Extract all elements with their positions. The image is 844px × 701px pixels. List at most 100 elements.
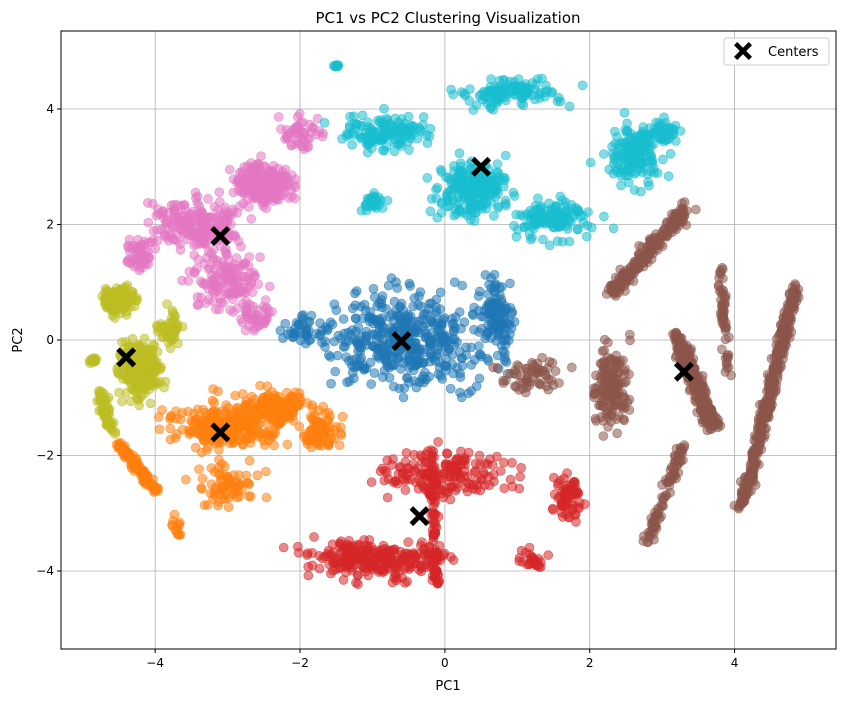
data-point	[407, 322, 418, 333]
data-point	[320, 336, 330, 347]
data-point	[649, 168, 660, 178]
data-point	[462, 486, 473, 497]
data-point	[357, 110, 368, 121]
data-point	[389, 146, 400, 157]
data-point	[722, 352, 733, 363]
data-point	[261, 492, 272, 503]
data-point	[748, 477, 759, 487]
data-point	[244, 455, 255, 466]
data-point	[232, 208, 242, 218]
data-point	[771, 366, 782, 376]
data-point	[611, 281, 621, 292]
data-point	[389, 548, 399, 559]
data-point	[98, 404, 108, 415]
data-point	[233, 418, 243, 429]
data-point	[315, 318, 325, 328]
data-point	[459, 456, 469, 467]
data-point	[244, 282, 254, 292]
data-point	[485, 81, 496, 92]
data-point	[214, 437, 224, 448]
data-point	[114, 368, 125, 379]
data-point	[426, 445, 437, 455]
data-point	[302, 550, 313, 560]
data-point	[625, 134, 636, 144]
data-point	[391, 310, 402, 321]
data-point	[197, 473, 208, 484]
data-point	[334, 440, 345, 451]
data-point	[245, 491, 256, 502]
data-point	[204, 264, 214, 275]
data-point	[219, 470, 229, 480]
data-point	[175, 414, 186, 425]
data-point	[196, 483, 206, 493]
data-point	[415, 287, 426, 297]
data-point	[168, 315, 179, 325]
data-point	[554, 378, 564, 388]
data-point	[200, 278, 210, 289]
data-point	[425, 336, 436, 346]
data-point	[363, 570, 373, 581]
data-point	[229, 488, 239, 499]
data-point	[665, 149, 676, 159]
data-point	[246, 433, 256, 444]
data-point	[658, 226, 668, 236]
data-point	[445, 462, 456, 473]
data-point	[492, 362, 503, 373]
data-point	[145, 398, 156, 409]
data-point	[99, 388, 109, 399]
data-point	[230, 390, 240, 401]
data-point	[464, 96, 475, 106]
data-point	[344, 376, 355, 387]
data-point	[227, 284, 237, 294]
data-point	[218, 261, 228, 271]
data-point	[505, 278, 515, 289]
data-point	[532, 74, 543, 84]
data-point	[189, 408, 199, 419]
data-point	[400, 485, 411, 495]
data-point	[319, 118, 330, 128]
data-point	[559, 473, 569, 484]
data-point	[644, 250, 655, 261]
data-point	[486, 197, 496, 207]
data-point	[247, 314, 258, 325]
data-point	[621, 376, 631, 387]
data-point	[223, 502, 234, 513]
data-point	[488, 104, 499, 115]
data-point	[381, 562, 392, 573]
data-point	[361, 363, 372, 374]
data-point	[374, 324, 385, 335]
data-point	[463, 198, 474, 209]
data-point	[347, 325, 358, 335]
data-point	[657, 479, 667, 490]
data-point	[318, 128, 328, 139]
data-point	[418, 112, 429, 122]
data-point	[446, 178, 456, 188]
data-point	[402, 373, 413, 383]
data-point	[697, 399, 708, 409]
data-point	[553, 92, 564, 103]
data-point	[405, 281, 415, 291]
data-point	[448, 89, 458, 100]
data-point	[131, 387, 142, 398]
data-point	[430, 527, 441, 538]
data-point	[514, 556, 525, 566]
data-point	[619, 107, 630, 118]
data-point	[417, 374, 428, 385]
data-point	[492, 350, 503, 361]
data-point	[478, 467, 489, 478]
data-point	[598, 149, 609, 159]
data-point	[625, 335, 635, 346]
data-point	[755, 422, 766, 433]
data-point	[573, 502, 584, 512]
data-point	[208, 244, 219, 255]
data-point	[127, 241, 138, 251]
data-point	[387, 577, 398, 588]
data-point	[150, 243, 160, 254]
data-point	[182, 222, 193, 233]
data-point	[255, 252, 265, 263]
data-point	[158, 323, 169, 334]
data-point	[309, 532, 319, 542]
data-point	[491, 300, 502, 311]
data-point	[435, 287, 446, 298]
data-point	[294, 421, 305, 432]
